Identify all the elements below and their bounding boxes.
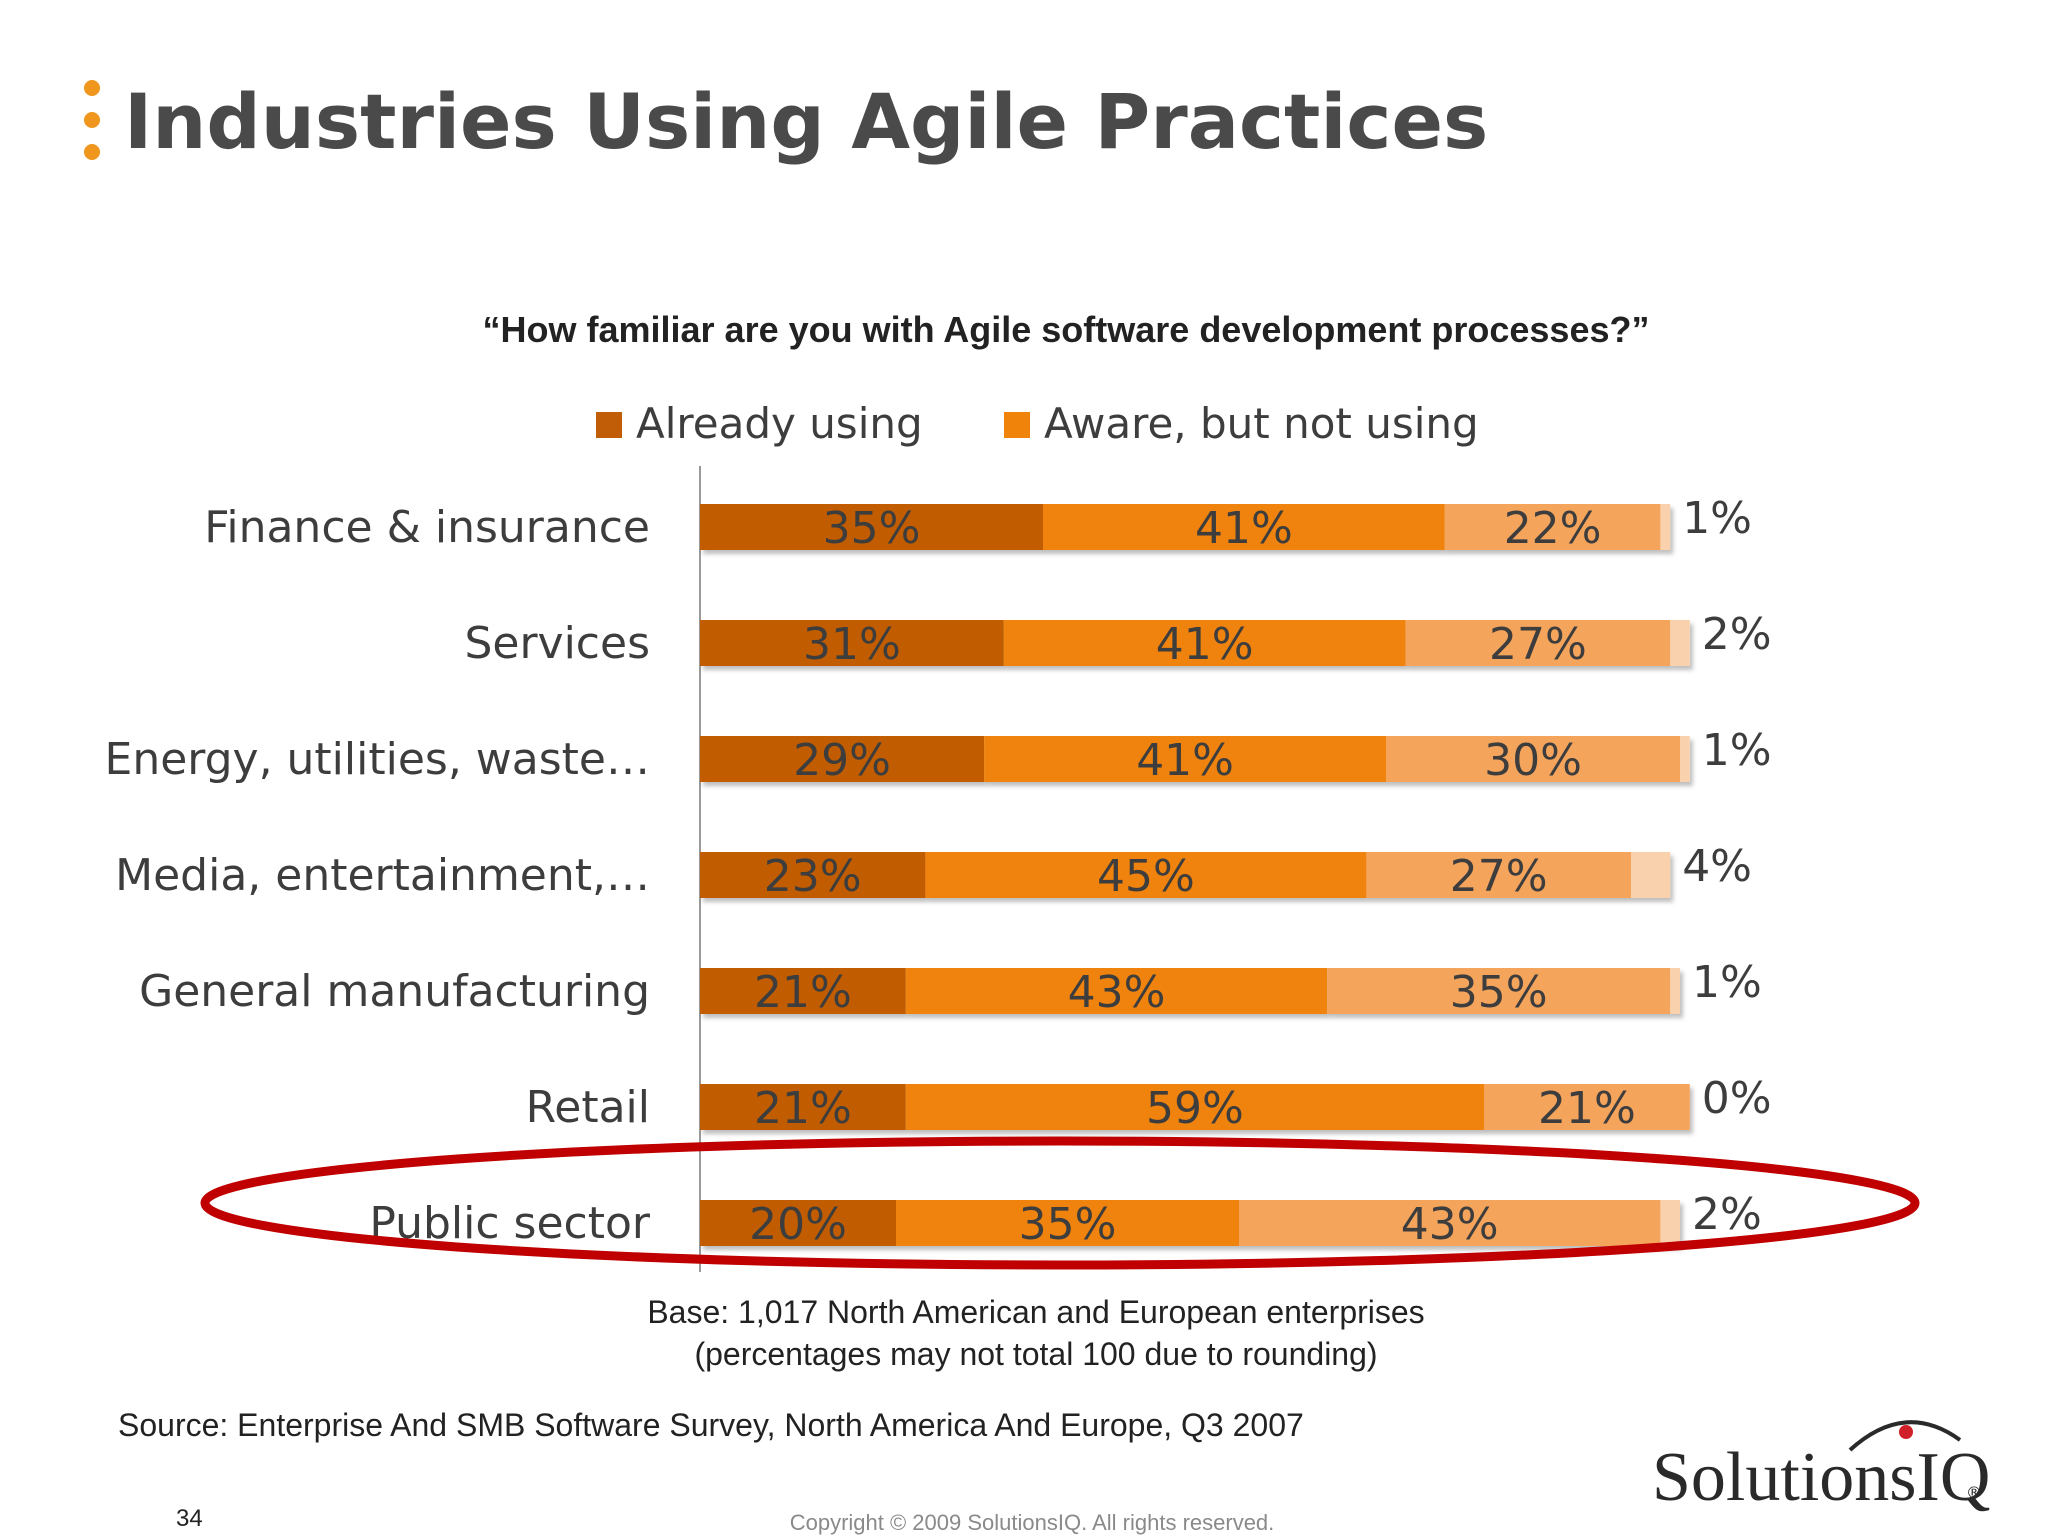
bar-segment (700, 620, 1004, 666)
outside-data-label: 4% (1682, 841, 1752, 892)
data-label: 41% (1136, 735, 1234, 786)
page-title: Industries Using Agile Practices (124, 77, 1488, 166)
bar-segment (1327, 968, 1671, 1014)
outside-data-label: 2% (1692, 1189, 1762, 1240)
data-label: 41% (1156, 619, 1254, 670)
outside-data-label: 0% (1702, 1073, 1772, 1124)
bar-segment (1043, 504, 1445, 550)
bar-segment (700, 968, 906, 1014)
bar-segment (1631, 852, 1671, 898)
bar-segment (1405, 620, 1671, 666)
category-label: Retail (526, 1082, 650, 1133)
bar-segment (1670, 620, 1690, 666)
data-label: 35% (823, 503, 921, 554)
data-label: 21% (1538, 1083, 1636, 1134)
data-label: 43% (1401, 1199, 1499, 1250)
bar-segment (1239, 1200, 1661, 1246)
data-label: 21% (754, 1083, 852, 1134)
bar-segment (700, 504, 1043, 550)
data-label: 31% (803, 619, 901, 670)
source-note: Source: Enterprise And SMB Software Surv… (118, 1407, 1304, 1443)
bar-segment (700, 852, 926, 898)
stacked-bar-chart: Finance & insurance 35% 41% 22% 1% Services 31… (105, 466, 1772, 1272)
bar-row (700, 1084, 1690, 1130)
bar-segment (925, 852, 1367, 898)
accent-dot-middle (84, 112, 100, 128)
bar-segment (1660, 504, 1671, 550)
data-label: 22% (1504, 503, 1602, 554)
copyright-note: Copyright © 2009 SolutionsIQ. All rights… (790, 1510, 1275, 1535)
bar-segment (700, 736, 985, 782)
data-label: 29% (793, 735, 891, 786)
square-swatch-icon (1004, 412, 1030, 438)
bar-row (700, 968, 1680, 1014)
data-label: 20% (749, 1199, 847, 1250)
bar-segment (700, 1084, 906, 1130)
bar-segment (1680, 736, 1690, 782)
logo-dot (1899, 1425, 1913, 1439)
logo-wordmark: SolutionsIQ (1652, 1439, 1990, 1516)
category-label: General manufacturing (139, 966, 650, 1017)
category-label: Energy, utilities, waste… (105, 734, 650, 785)
chart-legend: Already using Aware, but not using (596, 399, 1479, 448)
bar-segment (1366, 852, 1631, 898)
bar-row (700, 852, 1671, 898)
data-label: 35% (1450, 967, 1548, 1018)
data-label: 43% (1068, 967, 1166, 1018)
data-label: 45% (1097, 851, 1195, 902)
bar-row (700, 736, 1690, 782)
bar-segment (905, 968, 1328, 1014)
bar-segment (1484, 1084, 1690, 1130)
bar-row (700, 1200, 1680, 1246)
category-label: Media, entertainment,… (115, 850, 650, 901)
chart-question: “How familiar are you with Agile softwar… (483, 309, 1650, 350)
logo-registered-mark: ® (1966, 1483, 1982, 1502)
data-label: 27% (1489, 619, 1587, 670)
data-label: 23% (764, 851, 862, 902)
bar-segment (700, 1200, 896, 1246)
solutionsiq-logo: SolutionsIQ ® (1652, 1420, 1990, 1516)
bar-segment (1003, 620, 1406, 666)
bar-row (700, 504, 1671, 550)
base-note: Base: 1,017 North American and European … (647, 1294, 1424, 1330)
rounding-note: (percentages may not total 100 due to ro… (694, 1336, 1377, 1372)
data-label: 59% (1146, 1083, 1244, 1134)
outside-data-label: 1% (1682, 493, 1752, 544)
legend-label: Aware, but not using (1044, 399, 1479, 448)
bar-segment (1386, 736, 1680, 782)
square-swatch-icon (596, 412, 622, 438)
outside-data-label: 2% (1702, 609, 1772, 660)
highlight-ellipse (200, 1136, 1920, 1270)
legend-label: Already using (636, 399, 923, 448)
data-label: 27% (1450, 851, 1548, 902)
page-number: 34 (176, 1505, 203, 1532)
bar-segment (905, 1084, 1484, 1130)
vertical-dots-icon (84, 80, 100, 160)
bar-segment (1660, 1200, 1680, 1246)
data-label: 35% (1019, 1199, 1117, 1250)
data-label: 41% (1195, 503, 1293, 554)
bar-segment (1670, 968, 1680, 1014)
accent-dot-top (84, 80, 100, 96)
bar-row (700, 620, 1690, 666)
data-label: 30% (1484, 735, 1582, 786)
outside-data-label: 1% (1702, 725, 1772, 776)
category-label: Services (464, 618, 650, 669)
outside-data-label: 1% (1692, 957, 1762, 1008)
arc-icon (1848, 1420, 1962, 1452)
category-label: Finance & insurance (204, 502, 650, 553)
bar-segment (1444, 504, 1661, 550)
bar-segment (896, 1200, 1239, 1246)
data-label: 21% (754, 967, 852, 1018)
accent-dot-bottom (84, 144, 100, 160)
bar-segment (984, 736, 1386, 782)
